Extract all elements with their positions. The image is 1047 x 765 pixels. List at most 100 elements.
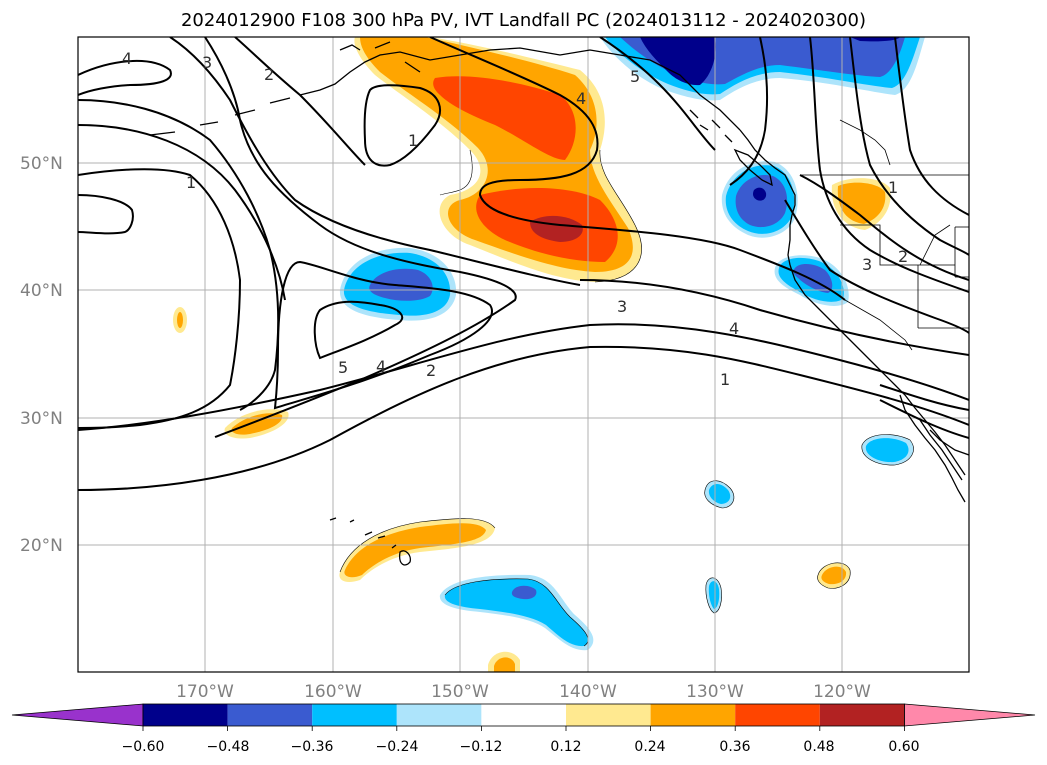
fill-bc-low-blue bbox=[735, 174, 788, 228]
contour-pv-ridge-b bbox=[234, 37, 366, 166]
contour-pv-east-f bbox=[784, 199, 969, 334]
lon-label-160w: 160°W bbox=[304, 682, 362, 702]
contour-pv-ridge-a bbox=[169, 37, 581, 286]
lat-label-20n: 20°N bbox=[20, 536, 63, 556]
fill-inland-positive-orange bbox=[837, 182, 886, 224]
contour-label: 4 bbox=[576, 89, 586, 108]
plot-frame bbox=[77, 36, 970, 673]
colorbar-tick-label: −0.36 bbox=[291, 739, 334, 755]
fill-145w-positive-orange bbox=[494, 657, 515, 672]
colorbar-tick-label: −0.24 bbox=[376, 739, 419, 755]
colorbar-segment bbox=[650, 704, 736, 726]
colorbar-segment bbox=[227, 704, 313, 726]
colorbar-extend-low bbox=[11, 703, 144, 727]
contour-pv-4-nw bbox=[78, 60, 172, 96]
contour-pv-1-north-loop bbox=[363, 84, 441, 167]
colorbar-tick-label: 0.48 bbox=[803, 739, 834, 755]
colorbar-tick-label: −0.60 bbox=[122, 739, 165, 755]
colorbar-segment bbox=[312, 704, 397, 726]
colorbar-extend-high bbox=[904, 703, 1036, 727]
contour-pv-east-d bbox=[894, 37, 969, 216]
colorbar-tick-label: 0.24 bbox=[634, 739, 665, 755]
contour-labels: 4 3 2 1 1 5 4 2 3 4 1 5 4 3 2 1 bbox=[122, 49, 908, 389]
fill-120w-positive-orange bbox=[821, 566, 847, 585]
contour-label: 3 bbox=[617, 297, 627, 316]
contour-label: 5 bbox=[630, 67, 640, 86]
contour-label: 1 bbox=[186, 173, 196, 192]
contour-label: 1 bbox=[888, 178, 898, 197]
colorbar-segment bbox=[396, 704, 482, 726]
colorbar: −0.60 −0.48 −0.36 −0.24 −0.12 0.12 0.24 … bbox=[11, 703, 1036, 755]
lat-label-40n: 40°N bbox=[20, 281, 63, 301]
colorbar-tick-label: 0.36 bbox=[719, 739, 750, 755]
fill-south-low-blue bbox=[511, 585, 537, 600]
colorbar-segment bbox=[143, 704, 228, 726]
pv-contours bbox=[78, 37, 969, 491]
colorbar-segment bbox=[481, 704, 566, 726]
lon-label-120w: 120°W bbox=[813, 682, 871, 702]
colorbar-segment bbox=[566, 704, 651, 726]
fill-30n-positive-orange bbox=[231, 413, 283, 435]
positive-anomaly-fills bbox=[173, 37, 891, 672]
contour-label: 4 bbox=[729, 319, 739, 338]
contour-pv-1-ca bbox=[879, 384, 969, 411]
contour-label: 2 bbox=[264, 65, 274, 84]
colorbar-tick-label: 0.60 bbox=[888, 739, 919, 755]
colorbar-tick-label: −0.48 bbox=[207, 739, 250, 755]
fill-hawaii-positive-orange bbox=[344, 523, 486, 578]
contour-label: 2 bbox=[426, 361, 436, 380]
contour-pv-east-a bbox=[729, 37, 769, 186]
contour-pv-5-loop bbox=[313, 300, 404, 360]
lon-label-170w: 170°W bbox=[176, 682, 234, 702]
coastlines bbox=[149, 41, 969, 566]
fill-south-low-cyan bbox=[444, 578, 589, 647]
colorbar-frame bbox=[142, 703, 905, 727]
lon-label-150w: 150°W bbox=[431, 682, 489, 702]
contour-pv-3 bbox=[204, 37, 969, 438]
contour-pv-2-south bbox=[78, 323, 969, 431]
contour-pv-1-west bbox=[78, 168, 242, 429]
contour-pv-ridge-d bbox=[599, 37, 716, 151]
contour-pv-east-c bbox=[849, 37, 969, 256]
contour-pv-2-ca bbox=[879, 399, 969, 439]
contour-label: 4 bbox=[122, 49, 132, 68]
fill-north-trough-navy-east bbox=[850, 37, 900, 42]
contour-pv-east-b bbox=[809, 37, 969, 293]
contour-label: 5 bbox=[338, 358, 348, 377]
fill-130w-low-a-cyan bbox=[708, 484, 731, 504]
negative-anomaly-fills bbox=[339, 37, 925, 651]
colorbar-segment bbox=[819, 704, 905, 726]
lon-label-130w: 130°W bbox=[686, 682, 744, 702]
contour-label: 2 bbox=[898, 247, 908, 266]
contour-label: 3 bbox=[862, 255, 872, 274]
fill-ridge-red-north bbox=[433, 76, 576, 160]
colorbar-ticks bbox=[142, 726, 905, 731]
contour-pv-east-e bbox=[799, 174, 969, 281]
fill-bc-low-navy bbox=[753, 187, 767, 201]
contour-label: 3 bbox=[202, 53, 212, 72]
colorbar-tick-label: 0.12 bbox=[550, 739, 581, 755]
colorbar-tick-label: −0.12 bbox=[460, 739, 503, 755]
contour-pv-ridge-c bbox=[429, 37, 846, 301]
contour-pv-west-a bbox=[78, 124, 286, 301]
contour-pv-2-west bbox=[78, 99, 280, 411]
contour-label: 4 bbox=[376, 357, 386, 376]
map-title: 2024012900 F108 300 hPa PV, IVT Landfall… bbox=[180, 10, 867, 31]
contour-label: 1 bbox=[720, 370, 730, 389]
lat-label-30n: 30°N bbox=[20, 409, 63, 429]
plot-area: 4 3 2 1 1 5 4 2 3 4 1 5 4 3 2 1 bbox=[78, 37, 969, 672]
fill-baja-low-cyan bbox=[865, 438, 909, 463]
lat-label-50n: 50°N bbox=[20, 154, 63, 174]
contour-label: 1 bbox=[408, 131, 418, 150]
latitude-labels: 50°N 40°N 30°N 20°N bbox=[20, 154, 63, 556]
graticule bbox=[78, 37, 969, 672]
colorbar-segments bbox=[11, 703, 1036, 727]
fill-130w-low-b-cyan bbox=[708, 581, 720, 609]
colorbar-segment bbox=[735, 704, 820, 726]
longitude-labels: 170°W 160°W 150°W 140°W 130°W 120°W bbox=[176, 682, 871, 702]
fill-dot-172w-core bbox=[177, 312, 183, 328]
lon-label-140w: 140°W bbox=[559, 682, 617, 702]
political-borders bbox=[800, 119, 969, 351]
contour-pv-1-south bbox=[78, 345, 969, 491]
